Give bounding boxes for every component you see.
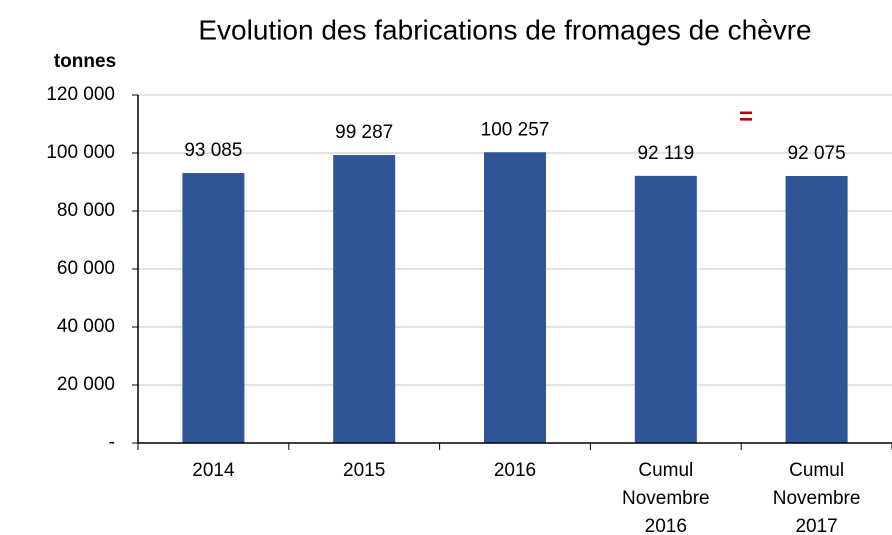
value-label: 92 119: [637, 143, 694, 164]
bar: [333, 155, 396, 444]
bar: [182, 173, 245, 443]
y-tick-label: 80 000: [57, 200, 115, 221]
x-tick-label: Cumul Novembre 2016: [621, 460, 710, 535]
y-tick-label: 40 000: [57, 316, 115, 337]
bar: [634, 175, 697, 443]
value-label: 99 287: [335, 122, 393, 143]
y-tick-label: 60 000: [57, 258, 115, 279]
value-label: 100 257: [481, 119, 550, 140]
chart-title: Evolution des fabrications de fromages d…: [198, 14, 811, 45]
y-tick-label: 20 000: [57, 374, 115, 395]
annotation: =: [739, 103, 753, 130]
value-label: 92 075: [788, 143, 846, 164]
x-tick-label: 2016: [493, 460, 537, 481]
x-tick-label: 2015: [343, 460, 386, 481]
value-label: 93 085: [184, 140, 242, 161]
y-axis-label: tonnes: [54, 51, 116, 72]
x-tick-label: Cumul Novembre 2017: [772, 460, 861, 535]
y-tick-label: -: [109, 432, 115, 453]
y-tick-label: 100 000: [46, 142, 115, 163]
x-tick-label: 2014: [192, 460, 235, 481]
bar: [785, 175, 848, 444]
bar: [484, 152, 546, 443]
y-tick-label: 120 000: [46, 84, 115, 105]
